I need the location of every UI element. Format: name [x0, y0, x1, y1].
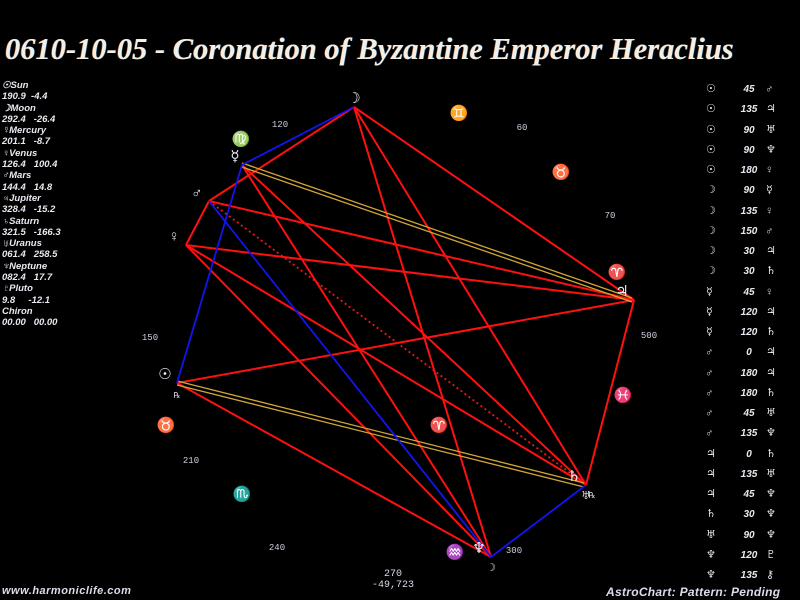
svg-text:♄: ♄	[567, 469, 580, 486]
svg-text:♉: ♉	[157, 416, 176, 435]
svg-text:60: 60	[517, 123, 528, 133]
svg-text:240: 240	[269, 543, 285, 553]
svg-text:70: 70	[605, 211, 616, 221]
svg-text:☽: ☽	[486, 562, 496, 575]
svg-text:♍: ♍	[232, 130, 251, 149]
svg-text:♃: ♃	[615, 284, 628, 301]
svg-text:120: 120	[272, 120, 288, 130]
svg-text:♏: ♏	[233, 485, 252, 504]
svg-text:♊: ♊	[450, 104, 469, 123]
svg-text:℞: ℞	[588, 492, 595, 501]
svg-text:℞: ℞	[173, 392, 180, 401]
svg-text:♉: ♉	[552, 163, 571, 182]
svg-text:♂: ♂	[192, 185, 201, 202]
svg-text:210: 210	[183, 456, 199, 466]
svg-text:500: 500	[641, 331, 657, 341]
svg-text:270: 270	[384, 569, 402, 580]
svg-text:♆: ♆	[472, 541, 485, 558]
svg-text:☿: ☿	[230, 149, 239, 166]
svg-text:♈: ♈	[430, 416, 449, 435]
svg-text:150: 150	[142, 333, 158, 343]
svg-text:☽: ☽	[347, 91, 360, 108]
svg-text:♒: ♒	[446, 543, 465, 562]
svg-text:-49,723: -49,723	[372, 580, 414, 591]
svg-text:300: 300	[506, 546, 522, 556]
svg-text:♀: ♀	[169, 229, 178, 246]
svg-text:♓: ♓	[614, 386, 633, 405]
svg-text:☉: ☉	[158, 367, 171, 384]
svg-text:♈: ♈	[608, 263, 627, 282]
